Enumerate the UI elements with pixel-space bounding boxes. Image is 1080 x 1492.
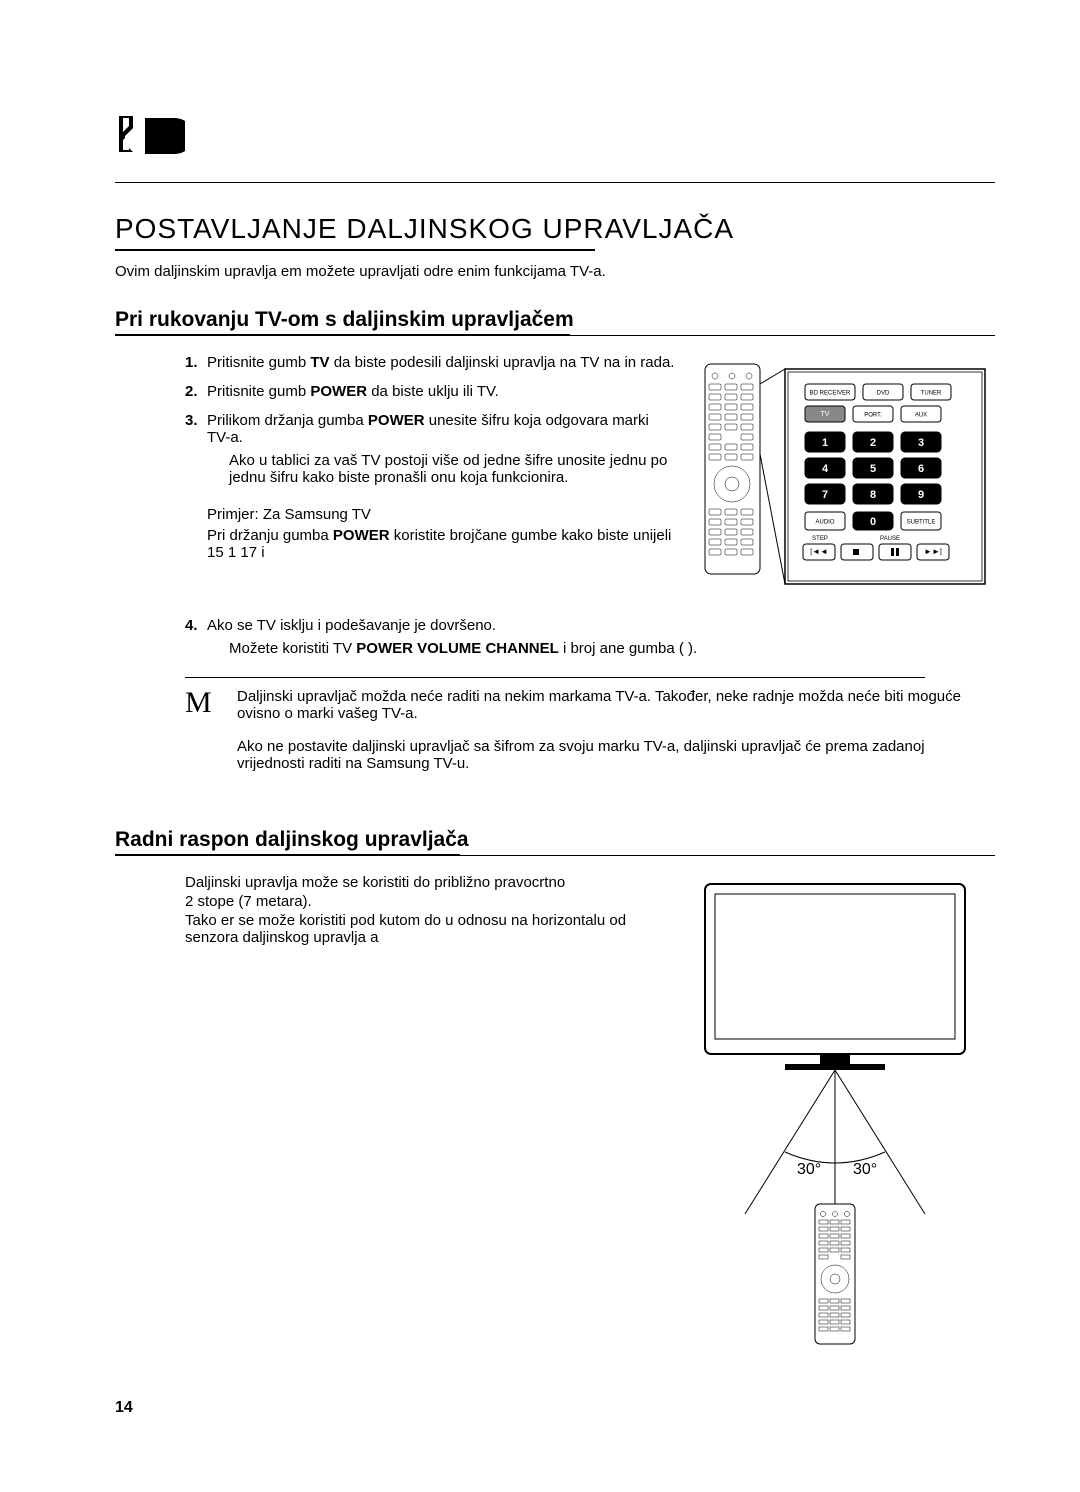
range-diagram: 30° 30°: [675, 874, 995, 1359]
svg-text:PORT.: PORT.: [864, 413, 882, 419]
svg-text:AUDIO: AUDIO: [815, 520, 834, 526]
header-icon-block: [115, 110, 995, 162]
note-2: Ako ne postavite daljinski upravljač sa …: [237, 738, 995, 772]
section2-rule: [115, 854, 995, 856]
step-2: 2. Pritisnite gumb POWER da biste uklju …: [185, 383, 675, 400]
svg-text:|◄◄: |◄◄: [810, 547, 828, 556]
steps-list: 1. Pritisnite gumb TV da biste podesili …: [185, 354, 675, 486]
example-block: Primjer: Za Samsung TV Pri držanju gumba…: [207, 506, 675, 561]
section1-heading: Pri rukovanju TV-om s daljinskim upravlj…: [115, 308, 995, 332]
note-separator: [185, 677, 925, 678]
svg-text:6: 6: [918, 463, 924, 475]
page-title: POSTAVLJANJE DALJINSKOG UPRAVLJAČA: [115, 213, 995, 245]
svg-text:STEP: STEP: [812, 536, 828, 542]
example-title: Primjer: Za Samsung TV: [207, 506, 675, 523]
svg-text:1: 1: [822, 437, 828, 449]
svg-text:3: 3: [918, 437, 924, 449]
step-3: 3. Prilikom držanja gumba POWER unesite …: [185, 412, 675, 486]
note-1: Daljinski upravljač možda neće raditi na…: [237, 688, 995, 722]
svg-text:9: 9: [918, 489, 924, 501]
svg-text:BD RECEIVER: BD RECEIVER: [810, 391, 851, 397]
svg-text:5: 5: [870, 463, 876, 475]
section1-rule: [115, 334, 995, 336]
svg-text:30°: 30°: [797, 1161, 821, 1178]
title-underline: [115, 249, 595, 251]
page-number: 14: [115, 1399, 995, 1417]
step-4-sub: Možete koristiti TV POWER VOLUME CHANNEL…: [229, 640, 995, 657]
header-rule: [115, 182, 995, 183]
step-3-sub: Ako u tablici za vaš TV postoji više od …: [229, 452, 675, 486]
svg-text:2: 2: [870, 437, 876, 449]
note-mark-icon: M: [185, 688, 219, 788]
svg-text:8: 8: [870, 489, 876, 501]
note-block: M Daljinski upravljač možda neće raditi …: [185, 688, 995, 788]
example-body: Pri držanju gumba POWER koristite brojča…: [207, 527, 675, 561]
svg-text:4: 4: [822, 463, 829, 475]
intro-text: Ovim daljinskim upravlja em možete uprav…: [115, 263, 995, 280]
svg-text:7: 7: [822, 489, 828, 501]
svg-text:►►|: ►►|: [924, 547, 942, 556]
svg-text:TUNER: TUNER: [921, 391, 942, 397]
svg-text:AUX: AUX: [915, 413, 927, 419]
step-1: 1. Pritisnite gumb TV da biste podesili …: [185, 354, 675, 371]
section2-heading: Radni raspon daljinskog upravljača: [115, 828, 995, 852]
remote-figure: BD RECEIVER DVD TUNER TV PORT. AUX 1 2 3…: [695, 354, 995, 609]
svg-text:0: 0: [870, 516, 876, 528]
svg-text:PAUSE: PAUSE: [880, 536, 900, 542]
range-text: Daljinski upravlja može se koristiti do …: [185, 874, 655, 1359]
svg-text:30°: 30°: [853, 1161, 877, 1178]
svg-text:TV: TV: [821, 411, 830, 418]
step-4: 4. Ako se TV isklju i podešavanje je dov…: [185, 617, 995, 657]
svg-text:DVD: DVD: [877, 391, 890, 397]
svg-text:SUBTITLE: SUBTITLE: [907, 520, 936, 526]
